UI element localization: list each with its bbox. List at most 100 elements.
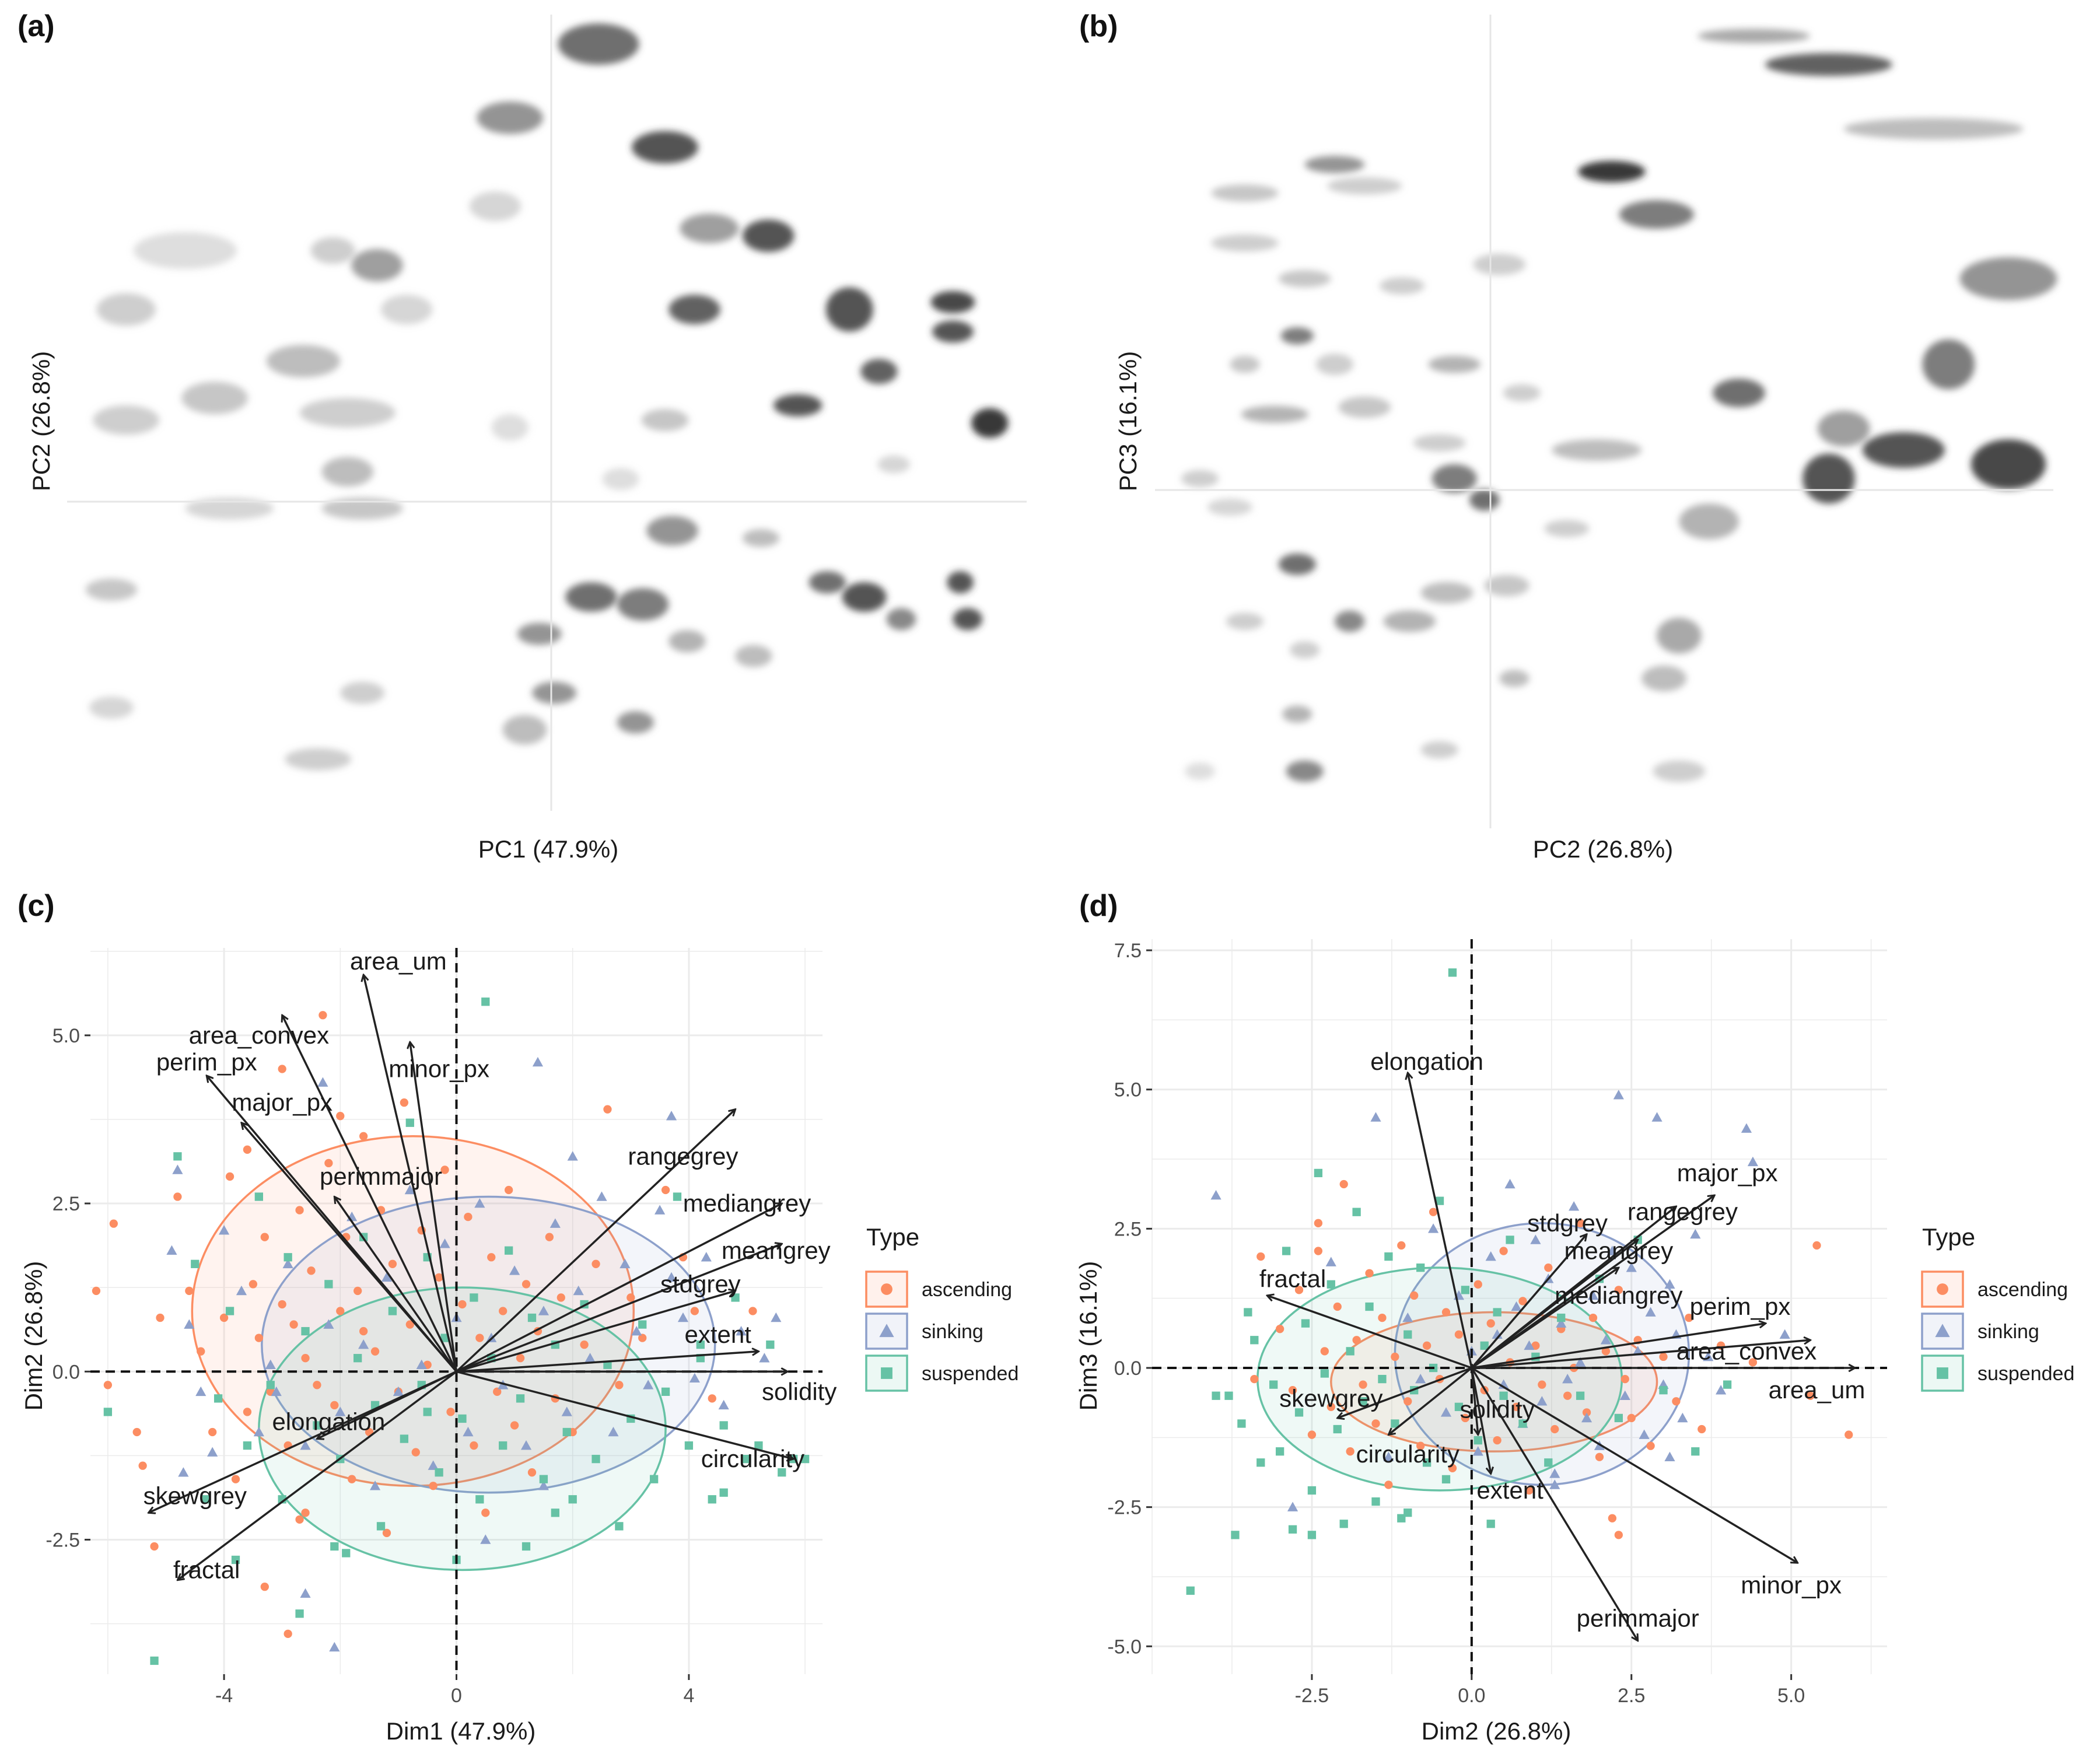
particle-thumbnail <box>1185 762 1215 780</box>
point-sinking <box>218 1225 230 1235</box>
point-ascending <box>92 1286 101 1296</box>
loading-arrow-meangrey <box>1471 1240 1638 1369</box>
panel-b-xlabel: PC2 (26.8%) <box>1533 835 1673 863</box>
point-ascending <box>1588 1313 1598 1322</box>
particle-thumbnail <box>860 359 898 384</box>
particle-thumbnail <box>1278 270 1331 288</box>
point-sinking <box>1562 1373 1573 1384</box>
point-ascending <box>1486 1319 1495 1328</box>
legend-label-suspended: suspended <box>1978 1363 2074 1385</box>
loading-arrow-perim_px <box>1471 1324 1766 1369</box>
point-suspended <box>1186 1586 1195 1595</box>
particle-thumbnail <box>1280 327 1314 345</box>
loading-arrow-skewgrey <box>1338 1367 1472 1418</box>
point-suspended <box>673 1192 682 1201</box>
confidence-ellipse-sinking <box>261 1195 716 1494</box>
loading-label-meangrey: meangrey <box>722 1237 831 1264</box>
point-suspended <box>754 1441 763 1450</box>
point-sinking <box>1402 1312 1413 1322</box>
point-ascending <box>435 1273 443 1282</box>
panel-a-xlabel: PC1 (47.9%) <box>478 835 618 863</box>
point-ascending <box>1685 1313 1693 1322</box>
point-ascending <box>295 1206 304 1214</box>
loading-label-solidity: solidity <box>762 1378 836 1405</box>
point-ascending <box>1391 1352 1399 1362</box>
point-ascending <box>504 1185 513 1195</box>
point-ascending <box>1422 1341 1432 1350</box>
point-ascending <box>481 1508 490 1517</box>
point-suspended <box>173 1152 182 1161</box>
legend-marker-ascending <box>881 1283 892 1295</box>
point-ascending <box>458 1300 467 1309</box>
point-suspended <box>719 1488 728 1497</box>
point-sinking <box>1626 1262 1637 1272</box>
loading-label-extent: extent <box>1476 1476 1544 1504</box>
particle-thumbnail <box>886 608 916 631</box>
loading-label-perimmajor: perimmajor <box>1577 1605 1699 1632</box>
particle-thumbnail <box>773 394 822 416</box>
particle-thumbnail <box>1380 277 1424 295</box>
panel-b: (b) PC2 (26.8%) PC3 (16.1%) <box>1079 9 2057 863</box>
panel-b-thumbnails <box>1181 29 2057 782</box>
point-suspended <box>243 1441 252 1450</box>
point-ascending <box>1307 1430 1317 1439</box>
particle-thumbnail <box>285 748 352 771</box>
point-ascending <box>1256 1252 1265 1261</box>
particle-thumbnail <box>299 398 396 428</box>
particle-thumbnail <box>1499 670 1530 687</box>
particle-thumbnail <box>617 588 669 621</box>
point-suspended <box>1384 1252 1393 1261</box>
point-ascending <box>1672 1397 1681 1406</box>
point-ascending <box>1614 1531 1623 1539</box>
point-sinking <box>1210 1189 1222 1200</box>
particle-thumbnail <box>93 405 160 435</box>
point-suspended <box>522 1542 531 1551</box>
point-sinking <box>463 1426 474 1437</box>
point-suspended <box>1212 1391 1220 1400</box>
point-sinking <box>1427 1223 1439 1233</box>
point-ascending <box>388 1259 397 1268</box>
point-suspended <box>1422 1458 1432 1467</box>
point-suspended <box>342 1549 351 1558</box>
point-suspended <box>481 998 490 1006</box>
loading-label-major_px: major_px <box>1677 1159 1778 1186</box>
point-ascending <box>1595 1452 1604 1461</box>
loading-arrow-extent <box>456 1352 759 1373</box>
point-suspended <box>1288 1525 1297 1534</box>
loading-arrow-minor_px <box>1471 1367 1798 1563</box>
point-suspended <box>405 1118 414 1127</box>
panel-b-tag: (b) <box>1079 9 1118 43</box>
particle-thumbnail <box>1971 439 2046 489</box>
point-suspended <box>708 1495 716 1504</box>
point-ascending <box>132 1427 141 1437</box>
point-ascending <box>1538 1380 1546 1389</box>
point-ascending <box>260 1233 269 1241</box>
point-sinking <box>178 1467 189 1477</box>
point-suspended <box>214 1394 223 1403</box>
point-suspended <box>301 1326 310 1336</box>
point-ascending <box>231 1475 240 1483</box>
particle-thumbnail <box>742 529 780 547</box>
point-sinking <box>439 1238 450 1248</box>
point-sinking <box>643 1380 654 1390</box>
x-tick-label: 0.0 <box>1458 1685 1485 1707</box>
point-sinking <box>666 1111 677 1121</box>
point-sinking <box>1472 1446 1483 1456</box>
y-tick-label: -5.0 <box>1107 1636 1142 1658</box>
point-suspended <box>778 1468 786 1477</box>
point-sinking <box>1287 1502 1298 1511</box>
particle-thumbnail <box>668 295 720 324</box>
point-sinking <box>1600 1335 1612 1345</box>
point-sinking <box>329 1642 340 1652</box>
point-ascending <box>208 1427 217 1437</box>
x-tick-label: -2.5 <box>1295 1685 1329 1707</box>
point-ascending <box>1563 1391 1572 1400</box>
loading-label-extent: extent <box>685 1321 752 1348</box>
legend-label-ascending: ascending <box>922 1279 1012 1301</box>
point-sinking <box>1383 1451 1394 1462</box>
point-suspended <box>470 1293 478 1302</box>
point-suspended <box>1454 1402 1464 1411</box>
particle-thumbnail <box>953 608 983 631</box>
point-ascending <box>354 1286 362 1296</box>
point-sinking <box>509 1265 520 1275</box>
